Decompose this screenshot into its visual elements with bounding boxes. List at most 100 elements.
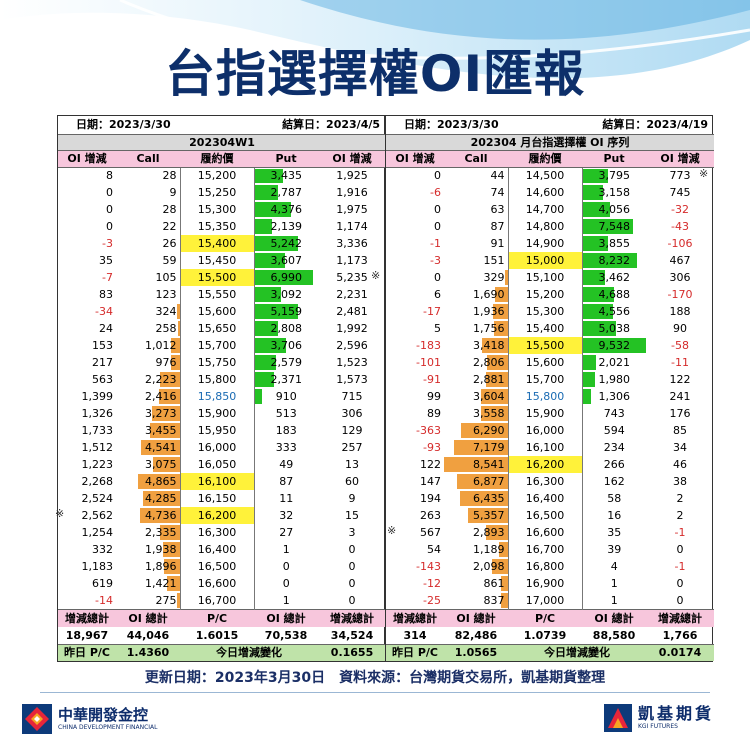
call-oi-bar [159,525,180,540]
strike-price: 16,800 [507,558,583,575]
strike-row: 1,512 4,541 16,000 333 257 [58,439,386,456]
call-oi-value: 3,418 [473,339,505,352]
summary-value: 18,967 [65,628,109,642]
call-oi-bar [160,372,180,387]
call-oi-change: 0 [106,220,113,233]
pc-change-row: 昨日 P/C 1.0565 今日增減變化 0.0174 [386,643,715,661]
call-oi-cell: 3,273 [116,405,180,422]
put-oi-cell: 162 [582,473,646,490]
call-oi-value: 4,285 [145,492,177,505]
summary-header: OI 總計 [254,608,319,627]
strike-row: 217 976 15,750 2,579 1,523 [58,354,386,371]
strike-row: 0 329 15,100 3,462 306 [386,269,714,286]
put-oi-cell: 3,435 [254,167,318,184]
put-oi-change: 60 [345,475,360,488]
call-oi-value: 28 [162,203,177,216]
strike-row: -143 2,098 16,800 4 -1 [386,558,714,575]
put-oi-value: 5,159 [270,305,303,318]
call-oi-change: 2,562 [81,509,114,522]
put-oi-change: 1,523 [336,356,368,369]
put-oi-cell: 87 [254,473,318,490]
call-oi-cell: 4,541 [116,439,180,456]
strike-row: 1,223 3,075 16,050 49 13 [58,456,386,473]
column-header: 履約價 [180,150,255,168]
strike-price: 15,000 [507,252,583,269]
strike-price: 16,200 [179,507,255,524]
put-oi-value: 8,232 [598,254,631,267]
put-oi-change: 46 [673,458,688,471]
strike-price: 16,700 [507,541,583,558]
oi-table: 日期：2023/3/30 結算日：2023/4/19 202304 月台指選擇權 O… [386,116,715,661]
date-row: 日期：2023/3/30 結算日：2023/4/5 [58,116,386,134]
put-oi-change: -1 [674,560,686,573]
today-change-value: 0.1655 [318,643,387,661]
put-oi-bar [254,202,292,217]
put-oi-cell: 32 [254,507,318,524]
column-header: OI 增減 [646,150,715,168]
strike-price: 15,500 [507,337,583,354]
put-oi-change: -170 [667,288,693,301]
put-oi-value: 5,038 [598,322,631,335]
strike-row: -25 837 17,000 1 0 [386,592,714,609]
summary-value: 1.0739 [523,628,567,642]
call-oi-change: 0 [434,271,441,284]
yesterday-pc-value: 1.0565 [444,643,508,661]
put-oi-change: 188 [669,305,691,318]
call-oi-cell: 3,418 [444,337,508,354]
put-oi-value: 266 [603,458,625,471]
strike-row: -7 105 15,500 6,990 5,235 [58,269,386,286]
put-oi-value: 1 [610,577,618,590]
call-oi-change: 0 [434,203,441,216]
call-oi-cell: 3,558 [444,405,508,422]
call-oi-value: 2,416 [145,390,177,403]
summary-value: 44,046 [126,628,170,642]
put-oi-change: 0 [676,593,684,607]
strike-price: 16,600 [179,575,255,592]
call-oi-change: 194 [420,492,441,505]
call-oi-value: 4,736 [145,509,177,522]
strike-row: 619 1,421 16,600 0 0 [58,575,386,592]
strike-price: 15,450 [179,252,255,269]
put-oi-cell: 7,548 [582,218,646,235]
put-oi-bar [254,338,286,353]
strike-price: 14,900 [507,235,583,252]
call-oi-bar [492,304,508,319]
put-oi-value: 35 [607,526,622,539]
call-oi-value: 91 [490,237,505,250]
strike-row: -14 275 16,700 1 0 [58,592,386,609]
put-oi-cell: 234 [582,439,646,456]
strike-price: 15,800 [179,371,255,388]
put-oi-value: 4,376 [270,203,303,216]
call-oi-value: 5,357 [473,509,505,522]
put-oi-cell: 4,688 [582,286,646,303]
call-oi-cell: 6,435 [444,490,508,507]
put-oi-value: 4,688 [598,288,631,301]
call-oi-bar [159,389,180,404]
call-oi-value: 976 [155,356,177,369]
put-oi-bar [254,219,273,234]
call-oi-value: 2,893 [473,526,505,539]
call-oi-value: 3,604 [473,390,505,403]
put-oi-cell: 3,158 [582,184,646,201]
put-oi-value: 0 [282,560,290,573]
put-oi-value: 162 [603,475,625,488]
weekly-oi-panel: 日期：2023/3/30 結算日：2023/4/5 202304W1 OI 增減 Cal… [57,115,387,662]
strike-price: 16,500 [507,507,583,524]
column-header: Put [582,150,647,168]
call-oi-value: 861 [483,577,505,590]
call-oi-change: 99 [427,390,441,403]
call-oi-change: 619 [92,577,113,590]
contract-title: 202304 月台指選擇權 OI 序列 [386,133,715,151]
strike-row: 1,399 2,416 15,850 910 715 [58,388,386,405]
call-oi-value: 44 [490,169,505,183]
put-oi-cell: 58 [582,490,646,507]
call-oi-cell: 6,290 [444,422,508,439]
put-oi-cell: 1 [582,575,646,592]
summary-value-row: 18,967 44,046 1.6015 70,538 34,524 [58,627,386,644]
call-oi-cell: 258 [116,320,180,337]
call-oi-change: -183 [416,339,441,352]
cdf-logo-icon [22,704,52,734]
today-change-label: 今日增減變化 [180,643,319,661]
strike-row: 2,562 4,736 16,200 32 15 [58,507,386,524]
strike-row: 0 9 15,250 2,787 1,916 [58,184,386,201]
